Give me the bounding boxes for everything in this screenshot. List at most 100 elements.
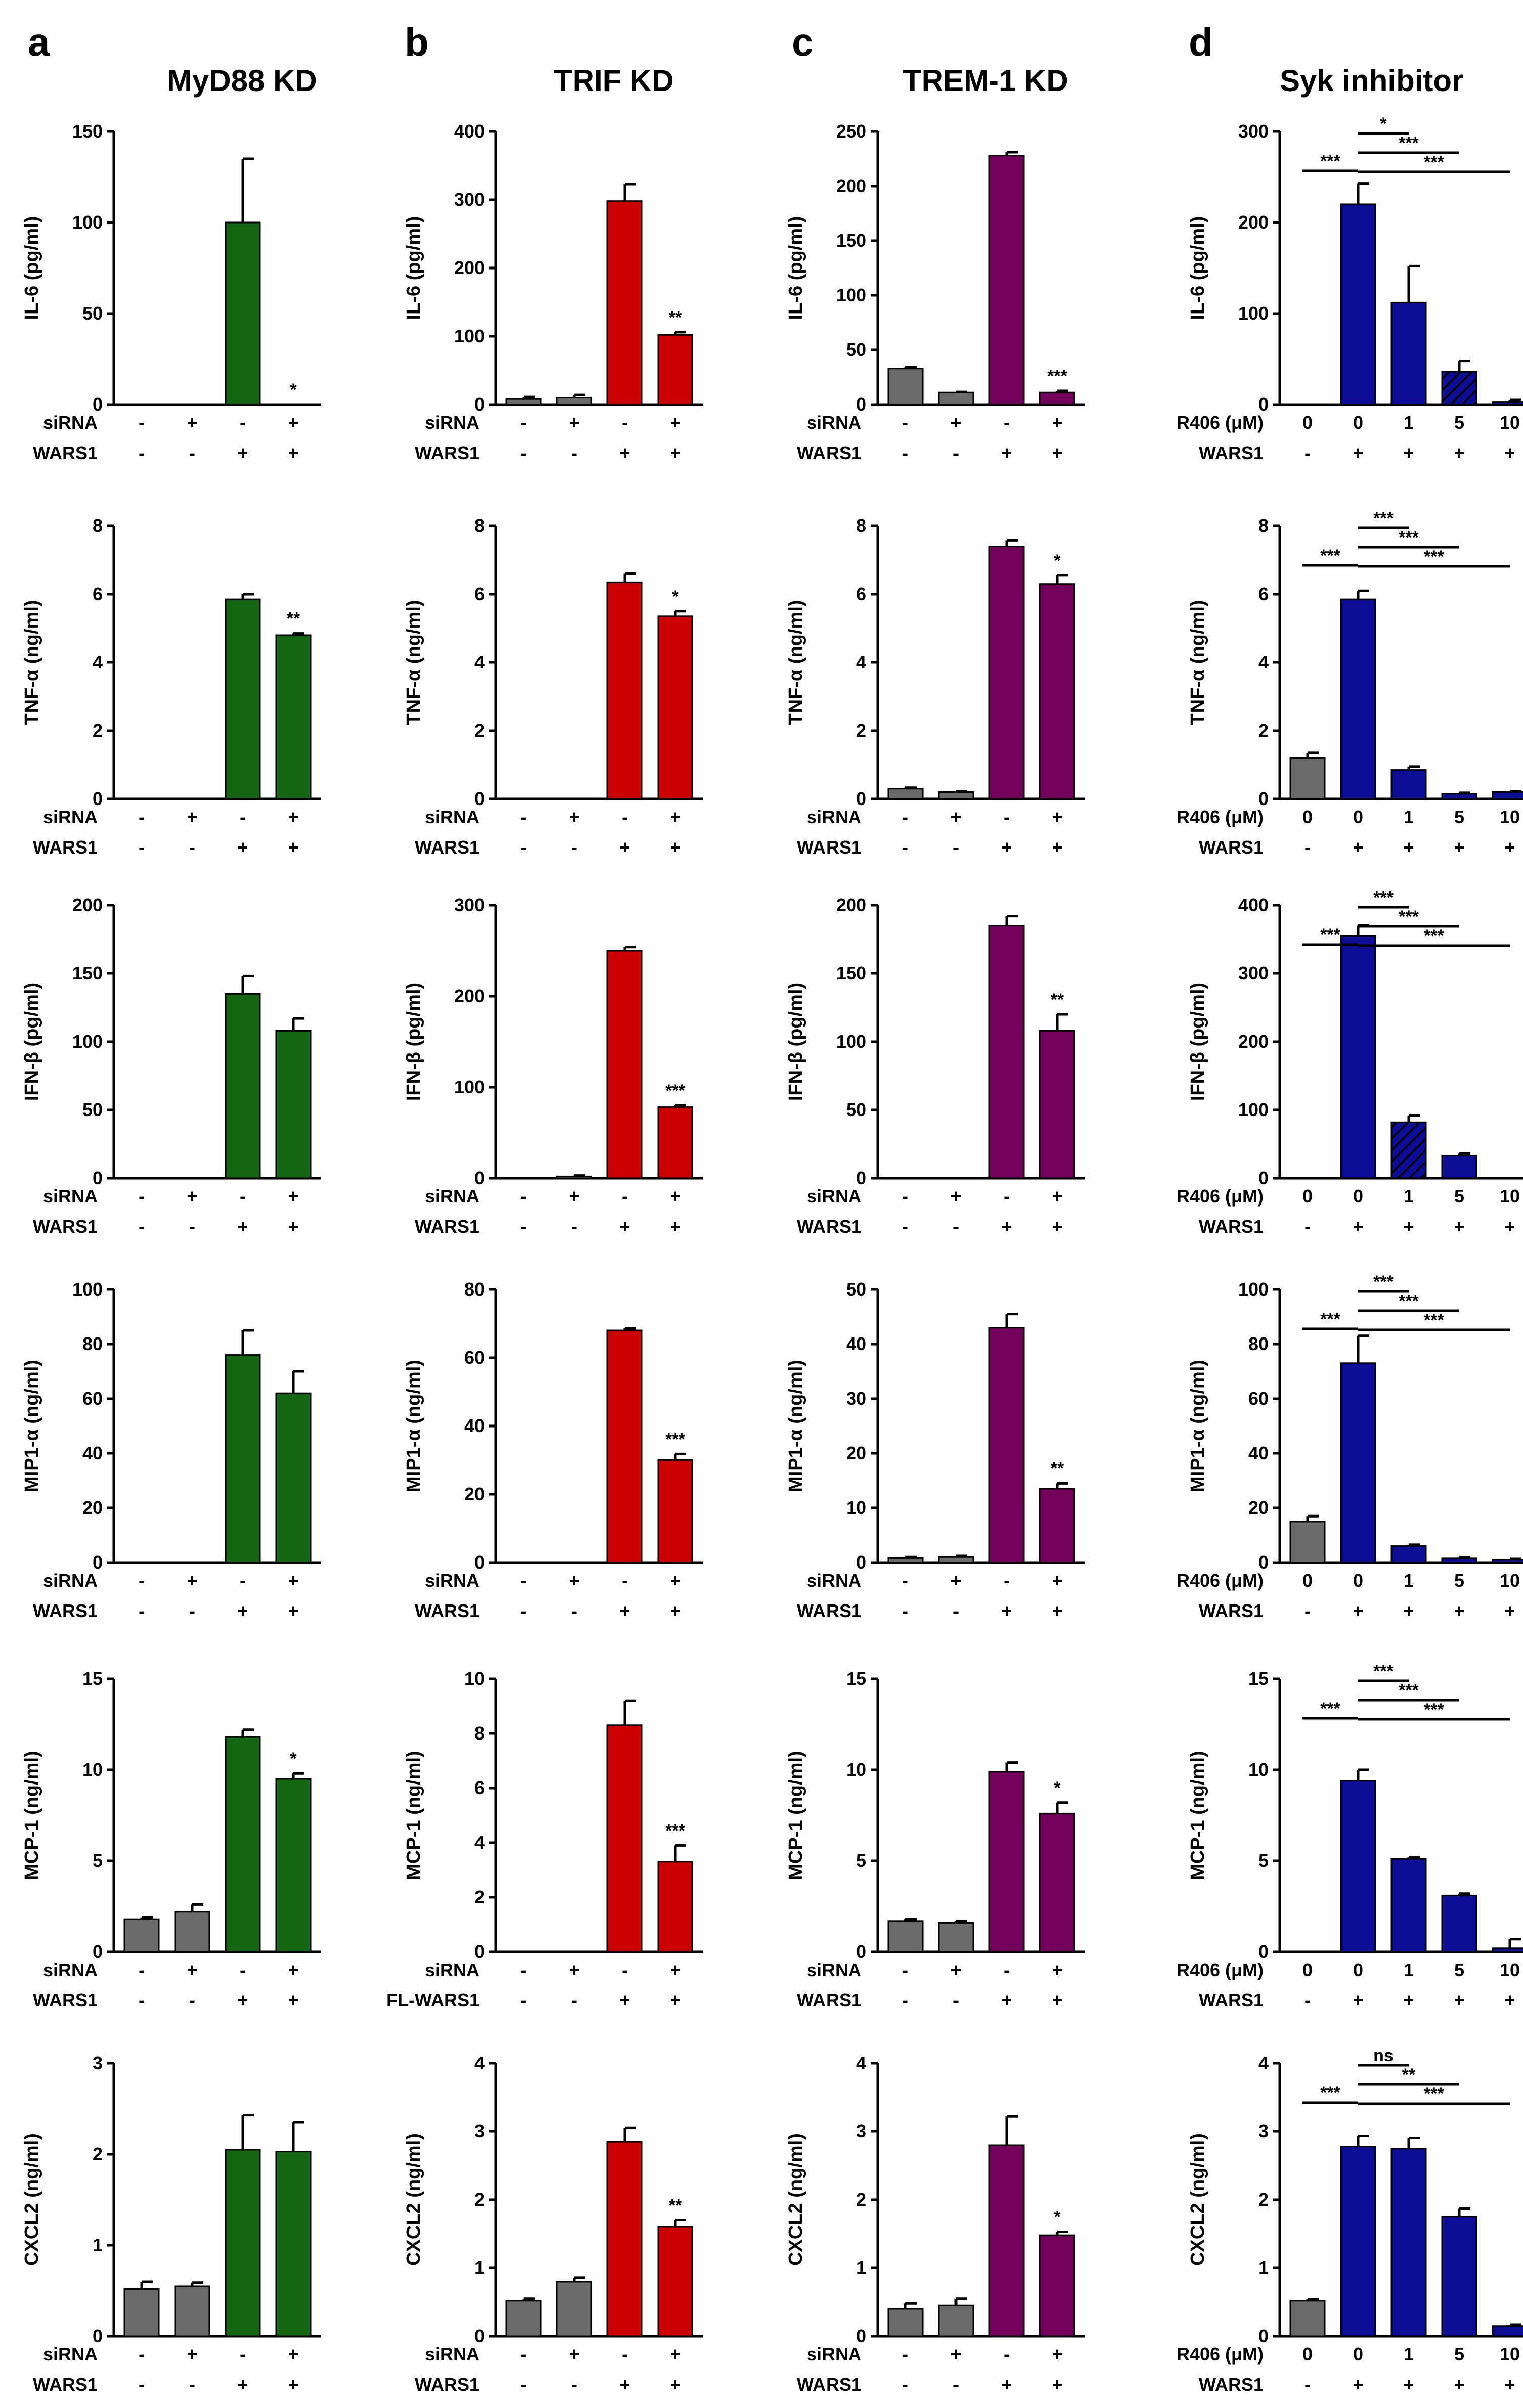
condition-value: + <box>1001 837 1012 858</box>
y-tick-label: 150 <box>836 963 866 984</box>
y-axis-label: MIP1-α (ng/ml) <box>1187 1360 1208 1492</box>
y-tick-label: 0 <box>1258 2326 1269 2346</box>
bar <box>1340 598 1376 800</box>
y-tick-label: 0 <box>474 1552 485 1573</box>
condition-label: siRNA <box>43 1959 98 1980</box>
y-tick-label: 100 <box>836 285 866 305</box>
y-tick-label: 5 <box>1258 1850 1269 1871</box>
bar <box>1340 1780 1376 1953</box>
condition-value: + <box>670 1990 680 2011</box>
condition-value: - <box>1304 837 1311 858</box>
y-axis-label: MIP1-α (ng/ml) <box>403 1360 424 1492</box>
condition-value: + <box>288 2374 298 2395</box>
y-tick-label: 2 <box>1258 2189 1269 2210</box>
bar <box>1492 1947 1523 1953</box>
condition-value: - <box>1004 1959 1010 1980</box>
condition-value: + <box>1403 442 1414 463</box>
y-tick-label: 0 <box>474 394 485 415</box>
significance-label: ** <box>1051 1459 1064 1478</box>
y-axis-label: IL-6 (pg/ml) <box>21 216 42 320</box>
bar <box>225 2149 261 2337</box>
condition-value: - <box>571 2374 577 2395</box>
bar <box>988 546 1025 800</box>
condition-value: + <box>1353 2374 1363 2395</box>
bar <box>1340 203 1376 406</box>
condition-label: siRNA <box>43 1186 98 1207</box>
condition-value: + <box>1454 442 1464 463</box>
condition-value: - <box>902 1959 908 1980</box>
y-tick-label: 4 <box>474 2053 485 2073</box>
y-tick-label: 250 <box>836 121 866 142</box>
condition-value: - <box>520 412 527 433</box>
condition-label: siRNA <box>807 1186 861 1207</box>
condition-value: - <box>1304 1990 1311 2011</box>
condition-value: - <box>902 1186 908 1207</box>
bar <box>1492 791 1523 800</box>
y-tick-label: 0 <box>856 1552 866 1573</box>
y-axis-label: MCP-1 (ng/ml) <box>1187 1751 1208 1880</box>
y-tick-label: 0 <box>1258 788 1269 809</box>
bar <box>657 1106 693 1179</box>
y-tick-label: 50 <box>82 1099 103 1120</box>
y-tick-label: 200 <box>454 257 485 278</box>
condition-value: - <box>139 2374 145 2395</box>
chart-a-mcp1: 0 5 10 15 MCP-1 (ng/ml) * siRNA - + - + WARS1 - - + + <box>21 1668 321 2011</box>
bar <box>887 2308 924 2337</box>
condition-value: - <box>520 1570 527 1591</box>
condition-value: + <box>670 1186 680 1207</box>
condition-value: + <box>670 1216 680 1237</box>
chart-a-tnf: 0 2 4 6 8 TNF-α (ng/ml) ** siRNA - + - + WARS1 - - + + <box>21 515 321 858</box>
y-tick-label: 3 <box>856 2121 866 2142</box>
condition-label: siRNA <box>807 2344 861 2365</box>
bar <box>225 1354 261 1564</box>
bar <box>988 1771 1025 1953</box>
bracket-label: *** <box>1399 1291 1419 1311</box>
condition-value: - <box>240 2344 246 2365</box>
condition-value: 0 <box>1353 1570 1363 1591</box>
y-tick-label: 10 <box>82 1759 103 1780</box>
condition-value: + <box>1504 2374 1515 2395</box>
condition-value: 1 <box>1404 412 1414 433</box>
y-axis-label: CXCL2 (ng/ml) <box>1187 2133 1208 2266</box>
condition-label: WARS1 <box>33 2374 98 2395</box>
condition-value: + <box>950 1570 961 1591</box>
condition-value: + <box>619 837 630 858</box>
y-axis-label: TNF-α (ng/ml) <box>403 600 424 725</box>
condition-label: siRNA <box>425 1959 480 1980</box>
significance-label: * <box>1054 551 1061 570</box>
bar <box>1441 793 1477 800</box>
y-axis-label: MIP1-α (ng/ml) <box>21 1360 42 1492</box>
significance-label: ** <box>287 609 300 629</box>
y-tick-label: 40 <box>464 1415 485 1436</box>
condition-value: + <box>670 2344 680 2365</box>
condition-value: - <box>902 1570 908 1591</box>
condition-label: WARS1 <box>1199 1990 1264 2011</box>
chart-b-tnf: 0 2 4 6 8 TNF-α (ng/ml) * siRNA - + - + WARS1 - - + + <box>403 515 703 858</box>
y-tick-label: 20 <box>1248 1497 1269 1518</box>
condition-value: - <box>1004 1570 1010 1591</box>
condition-label: siRNA <box>43 807 98 827</box>
condition-value: - <box>622 807 628 827</box>
condition-value: 0 <box>1353 2344 1363 2365</box>
y-tick-label: 60 <box>82 1388 103 1409</box>
bar <box>1039 391 1075 406</box>
condition-value: - <box>189 1990 195 2011</box>
condition-label: siRNA <box>807 1570 861 1591</box>
significance-label: ** <box>669 2196 682 2215</box>
condition-label: WARS1 <box>415 1600 480 1621</box>
bracket-label: *** <box>1373 1662 1394 1681</box>
condition-value: 10 <box>1500 2344 1520 2365</box>
condition-value: - <box>520 1600 527 1621</box>
condition-label: siRNA <box>425 412 480 433</box>
y-tick-label: 0 <box>1258 394 1269 415</box>
condition-value: + <box>670 2374 680 2395</box>
condition-value: - <box>139 1990 145 2011</box>
bar <box>887 788 924 800</box>
condition-value: - <box>139 1216 145 1237</box>
bar <box>123 1918 160 1953</box>
y-tick-label: 10 <box>464 1668 485 1689</box>
condition-value: + <box>288 1570 298 1591</box>
y-tick-label: 0 <box>856 1941 866 1962</box>
condition-value: - <box>1304 442 1311 463</box>
condition-value: - <box>622 412 628 433</box>
